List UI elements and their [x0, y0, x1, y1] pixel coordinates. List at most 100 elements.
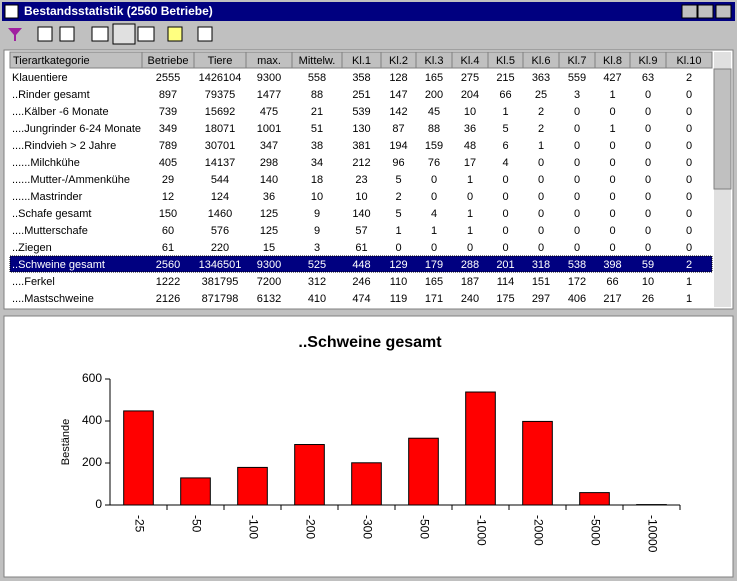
table-cell: 87: [392, 123, 404, 135]
table-cell: 0: [645, 174, 651, 186]
table-cell: 9300: [257, 72, 281, 84]
table-cell: 0: [686, 225, 692, 237]
exit-button[interactable]: [197, 26, 213, 42]
table-cell: 0: [686, 106, 692, 118]
table-cell: 0: [645, 157, 651, 169]
table-cell: 21: [311, 106, 323, 118]
table-cell: 1222: [156, 276, 180, 288]
table-cell: 6132: [257, 293, 281, 305]
y-tick-label: 600: [82, 371, 102, 385]
x-tick-label: -1000: [474, 515, 488, 546]
minimize-button[interactable]: [681, 4, 698, 19]
table-cell: 1: [467, 225, 473, 237]
bar: [123, 410, 154, 506]
row-label: ......Mutter-/Ammenkühe: [12, 174, 130, 186]
row-label: ....Ferkel: [12, 276, 55, 288]
table-cell: 125: [260, 208, 278, 220]
y-tick-label: 0: [95, 497, 102, 511]
table-cell: 5: [395, 208, 401, 220]
table-cell: 0: [467, 242, 473, 254]
table-cell: 576: [211, 225, 229, 237]
table-cell: 0: [574, 106, 580, 118]
column-header[interactable]: [665, 51, 713, 69]
maximize-button[interactable]: [697, 4, 714, 19]
table-cell: 150: [159, 208, 177, 220]
table-cell: 0: [538, 191, 544, 203]
table-cell: 2555: [156, 72, 180, 84]
table-cell: 179: [425, 259, 443, 271]
help-button[interactable]: [167, 26, 183, 42]
bar: [351, 462, 382, 506]
table-cell: 9: [314, 225, 320, 237]
table-cell: 2126: [156, 293, 180, 305]
table-cell: 26: [642, 293, 654, 305]
table-cell: 1: [686, 293, 692, 305]
table-cell: 1001: [257, 123, 281, 135]
table-cell: 1: [467, 174, 473, 186]
window-buttons[interactable]: [681, 4, 732, 19]
table-cell: 1: [609, 89, 615, 101]
split-button[interactable]: [137, 26, 155, 42]
close-button[interactable]: [715, 4, 732, 19]
x-tick-label: -50: [189, 515, 203, 533]
table-cell: 0: [431, 174, 437, 186]
column-header-label: Kl.4: [461, 55, 480, 67]
table-cell: 125: [260, 225, 278, 237]
chart-button[interactable]: [91, 26, 109, 42]
y-tick-label: 400: [82, 413, 102, 427]
table-cell: 475: [260, 106, 278, 118]
table-cell: 151: [532, 276, 550, 288]
x-tick-label: -10000: [645, 515, 659, 553]
paste-button[interactable]: [59, 26, 75, 42]
bar: [294, 444, 325, 506]
table-cell: 0: [686, 242, 692, 254]
table-cell: 215: [496, 72, 514, 84]
table-cell: 15692: [205, 106, 236, 118]
table-cell: 0: [645, 191, 651, 203]
table-cell: 212: [352, 157, 370, 169]
table-cell: 18: [311, 174, 323, 186]
table-cell: 59: [642, 259, 654, 271]
filter-button[interactable]: [8, 28, 22, 41]
row-label: ..Ziegen: [12, 242, 52, 254]
table-cell: 381795: [202, 276, 239, 288]
scroll-thumb[interactable]: [713, 68, 732, 190]
table-cell: 0: [395, 242, 401, 254]
table-cell: 45: [428, 106, 440, 118]
table-cell: 12: [162, 191, 174, 203]
table-cell: 398: [603, 259, 621, 271]
copy-button[interactable]: [37, 26, 53, 42]
column-header-label: Kl.10: [676, 55, 701, 67]
table-cell: 29: [162, 174, 174, 186]
table-cell: 0: [609, 225, 615, 237]
table-cell: 0: [686, 174, 692, 186]
table-cell: 36: [263, 191, 275, 203]
bar: [237, 466, 268, 506]
table-cell: 18071: [205, 123, 236, 135]
column-header-label: Kl.6: [532, 55, 551, 67]
table-cell: 1: [538, 140, 544, 152]
table-cell: 0: [686, 191, 692, 203]
table-cell: 559: [568, 72, 586, 84]
table-cell: 0: [686, 157, 692, 169]
table-cell: 88: [311, 89, 323, 101]
table-cell: 23: [355, 174, 367, 186]
table-cell: 0: [502, 174, 508, 186]
table-cell: 66: [499, 89, 511, 101]
table-cell: 10: [355, 191, 367, 203]
table-cell: 110: [390, 276, 408, 288]
table-cell: 165: [425, 72, 443, 84]
table-cell: 0: [686, 208, 692, 220]
table-cell: 175: [496, 293, 514, 305]
table-cell: 142: [389, 106, 407, 118]
table-cell: 0: [538, 157, 544, 169]
table-cell: 363: [532, 72, 550, 84]
table-cell: 381: [352, 140, 370, 152]
x-tick-label: -5000: [588, 515, 602, 546]
table-button[interactable]: [112, 23, 136, 45]
table-cell: 0: [574, 157, 580, 169]
table-cell: 347: [260, 140, 278, 152]
table-cell: 114: [497, 276, 515, 288]
table-cell: 0: [574, 174, 580, 186]
app-icon: [4, 4, 19, 19]
